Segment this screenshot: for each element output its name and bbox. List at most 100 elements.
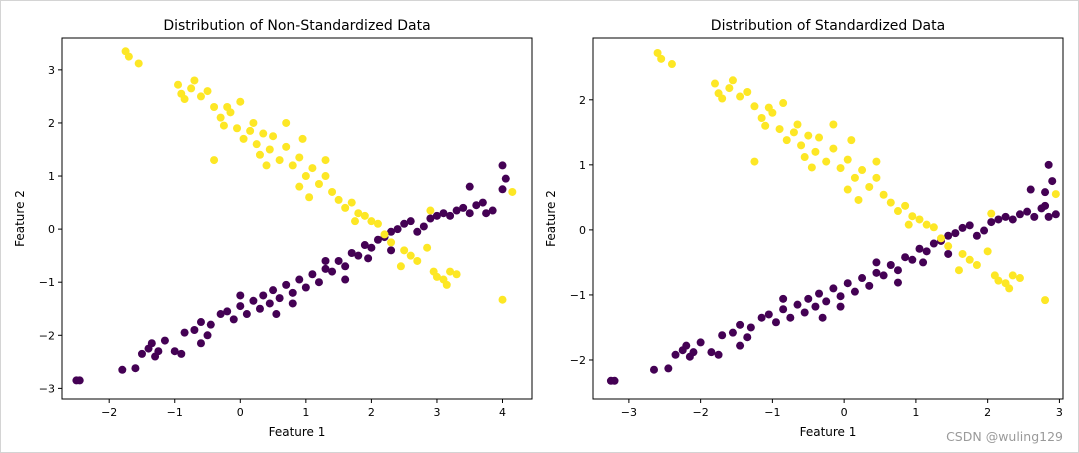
left-point-class1 xyxy=(426,206,435,215)
left-point-class1 xyxy=(282,118,291,127)
right-point-class0 xyxy=(728,328,737,337)
left-point-class1 xyxy=(236,97,245,106)
right-point-class1 xyxy=(797,141,806,150)
left-point-class1 xyxy=(373,219,382,228)
right-point-class1 xyxy=(954,266,963,275)
right-point-class0 xyxy=(671,350,680,359)
left-y-tick-label: −3 xyxy=(39,382,55,395)
right-point-class0 xyxy=(893,266,902,275)
left-point-class1 xyxy=(305,193,314,202)
right-y-tick-label: −1 xyxy=(570,289,586,302)
right-y-tick-label: 2 xyxy=(579,94,586,107)
right-x-tick-label: −1 xyxy=(764,406,780,419)
left-point-class0 xyxy=(367,243,376,252)
left-point-class1 xyxy=(328,187,337,196)
right-y-tick-label: −2 xyxy=(570,354,586,367)
right-point-class0 xyxy=(886,261,895,270)
left-point-class0 xyxy=(360,241,369,250)
left-point-class0 xyxy=(242,310,251,319)
right-point-class0 xyxy=(682,341,691,350)
left-point-class0 xyxy=(288,299,297,308)
right-point-class0 xyxy=(1008,215,1017,224)
right-point-class0 xyxy=(944,231,953,240)
left-point-class1 xyxy=(321,172,330,181)
left-point-class0 xyxy=(373,235,382,244)
right-point-class0 xyxy=(1041,201,1050,210)
right-point-class0 xyxy=(1001,212,1010,221)
left-point-class1 xyxy=(446,267,455,276)
left-point-class0 xyxy=(321,256,330,265)
left-point-class1 xyxy=(360,211,369,220)
left-y-axis-label: Feature 2 xyxy=(13,190,27,247)
right-point-class0 xyxy=(1023,207,1032,216)
right-point-class0 xyxy=(908,255,917,264)
right-point-class0 xyxy=(764,310,773,319)
right-point-class0 xyxy=(746,323,755,332)
right-point-class1 xyxy=(667,60,676,69)
left-point-class1 xyxy=(347,198,356,207)
left-point-class1 xyxy=(174,80,183,89)
left-point-class0 xyxy=(223,307,232,316)
left-point-class0 xyxy=(190,325,199,334)
right-point-class0 xyxy=(1041,188,1050,197)
left-x-tick-label: 4 xyxy=(499,406,506,419)
left-point-class0 xyxy=(288,288,297,297)
left-x-tick-label: 0 xyxy=(237,406,244,419)
left-point-class1 xyxy=(423,243,432,252)
left-point-class1 xyxy=(406,251,415,260)
left-y-tick-label: 3 xyxy=(48,64,55,77)
left-point-class0 xyxy=(147,339,156,348)
left-point-class0 xyxy=(328,267,337,276)
right-point-class0 xyxy=(872,268,881,277)
right-point-class0 xyxy=(850,287,859,296)
left-point-class1 xyxy=(134,59,143,68)
left-point-class1 xyxy=(413,256,422,265)
left-chart-title: Distribution of Non-Standardized Data xyxy=(163,18,430,34)
right-point-class1 xyxy=(922,220,931,229)
right-point-class0 xyxy=(649,365,658,374)
right-point-class0 xyxy=(1030,212,1039,221)
right-x-tick-label: 0 xyxy=(841,406,848,419)
right-ticks: −3 −2 −1 0 1 2 3 −2 −1 0 1 2 xyxy=(570,94,1063,419)
right-point-class1 xyxy=(872,157,881,166)
right-point-class0 xyxy=(994,215,1003,224)
right-point-class1 xyxy=(843,185,852,194)
right-point-class0 xyxy=(919,258,928,267)
right-chart-title: Distribution of Standardized Data xyxy=(711,18,945,34)
left-point-class0 xyxy=(265,299,274,308)
left-point-class1 xyxy=(216,113,225,122)
right-point-class1 xyxy=(829,144,838,153)
left-point-class1 xyxy=(314,179,323,188)
right-point-class0 xyxy=(743,333,752,342)
left-point-class0 xyxy=(387,246,396,255)
left-point-class0 xyxy=(236,302,245,311)
right-point-class1 xyxy=(987,209,996,218)
right-point-class1 xyxy=(779,99,788,108)
left-point-class1 xyxy=(508,187,517,196)
left-point-class0 xyxy=(203,331,212,340)
left-x-tick-label: 2 xyxy=(368,406,375,419)
left-point-class0 xyxy=(472,201,481,210)
right-x-tick-label: −3 xyxy=(621,406,637,419)
right-point-class0 xyxy=(1044,160,1053,169)
right-point-class1 xyxy=(657,54,666,63)
right-point-class0 xyxy=(664,364,673,373)
right-point-class0 xyxy=(610,376,619,385)
left-point-class0 xyxy=(387,227,396,236)
right-point-class1 xyxy=(1008,271,1017,280)
left-x-tick-label: −2 xyxy=(101,406,117,419)
left-x-tick-label: 3 xyxy=(433,406,440,419)
right-point-class1 xyxy=(872,173,881,182)
left-point-class0 xyxy=(118,365,127,374)
right-point-class1 xyxy=(807,163,816,172)
right-point-class0 xyxy=(779,294,788,303)
right-y-tick-label: 1 xyxy=(579,159,586,172)
left-point-class0 xyxy=(347,249,356,258)
left-point-class1 xyxy=(308,164,317,173)
right-x-tick-label: 2 xyxy=(984,406,991,419)
right-point-class1 xyxy=(750,157,759,166)
left-plot-area xyxy=(61,37,533,400)
left-point-class0 xyxy=(206,320,215,329)
right-point-class1 xyxy=(743,87,752,96)
left-chart: −2 −1 0 1 2 3 4 −3 −2 −1 0 1 2 3 Distribution of Non-… xyxy=(13,18,533,439)
